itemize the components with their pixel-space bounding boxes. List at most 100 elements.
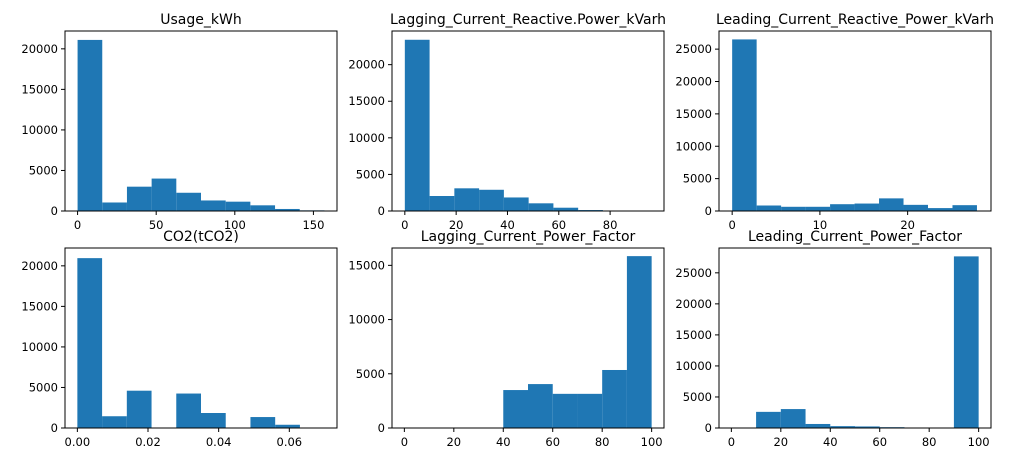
x-tick-label: 50 <box>149 218 164 232</box>
histogram-bar <box>953 256 979 428</box>
histogram-bar <box>201 200 226 211</box>
histogram-bar <box>903 204 928 211</box>
histogram-bar <box>176 192 201 211</box>
histogram-bar <box>952 205 977 211</box>
y-tick-label: 20000 <box>21 42 58 56</box>
y-tick-label: 5000 <box>356 167 385 181</box>
x-tick-label: 40 <box>823 435 838 449</box>
x-tick-label: 0 <box>401 218 408 232</box>
histogram-bar <box>780 409 806 428</box>
histogram-bar <box>552 393 578 428</box>
axes-frame <box>64 247 338 429</box>
x-tick-label: 20 <box>449 218 464 232</box>
histogram-bar <box>275 424 300 428</box>
histogram-bar <box>454 188 480 211</box>
histogram-bar <box>151 178 177 211</box>
histogram-bar <box>854 203 880 211</box>
histogram-bar <box>275 208 300 211</box>
x-tick-label: 40 <box>496 435 511 449</box>
x-tick-label: 20 <box>900 218 915 232</box>
histogram-panel: 0 20 40 60 80 0 5000 10000 15000 20000 Lagging_Cur… <box>348 12 666 232</box>
y-tick-label: 0 <box>51 204 58 218</box>
histogram-panel: 0 20 40 60 80 100 0 5000 10000 15000 20000 25000 Lea… <box>675 229 992 449</box>
x-tick-label: 20 <box>773 435 788 449</box>
y-tick-label: 5000 <box>29 380 58 394</box>
histogram-panel: 0 10 20 0 5000 10000 15000 20000 25000 Leading_Cu… <box>675 12 994 232</box>
axes-frame <box>391 247 665 429</box>
histogram-bar <box>77 39 103 211</box>
histogram-bar <box>201 413 226 428</box>
histogram-bar <box>602 369 627 428</box>
x-tick-label: 0.02 <box>135 435 161 449</box>
histogram-bar <box>225 201 251 211</box>
y-tick-label: 25000 <box>675 266 712 280</box>
y-tick-label: 15000 <box>21 299 58 313</box>
y-tick-label: 0 <box>705 204 712 218</box>
histogram-bar <box>781 206 806 211</box>
histogram-panel: 0 20 40 60 80 100 0 5000 10000 15000 Lagging_Curre… <box>348 229 665 449</box>
histogram-bar <box>503 197 529 211</box>
histogram-bar <box>528 203 554 211</box>
y-tick-label: 5000 <box>683 172 712 186</box>
histogram-bar <box>126 186 152 211</box>
histogram-bar <box>805 423 831 428</box>
y-tick-label: 15000 <box>348 94 385 108</box>
y-tick-label: 0 <box>378 421 385 435</box>
histogram-bar <box>879 198 904 211</box>
histogram-bar <box>479 189 504 211</box>
histogram-bar <box>553 207 579 211</box>
histogram-bar <box>250 205 276 211</box>
x-tick-label: 0 <box>401 435 408 449</box>
y-tick-label: 20000 <box>675 75 712 89</box>
x-tick-label: 100 <box>224 218 246 232</box>
histogram-bar <box>830 204 855 211</box>
x-tick-label: 10 <box>813 218 828 232</box>
histogram-bar <box>732 39 757 211</box>
y-tick-label: 0 <box>705 421 712 435</box>
histogram-bar <box>126 390 152 428</box>
chart-title: Leading_Current_Power_Factor <box>748 229 962 245</box>
histogram-bar <box>528 384 553 428</box>
x-tick-label: 20 <box>446 435 461 449</box>
y-tick-label: 25000 <box>675 42 712 56</box>
y-tick-label: 10000 <box>675 359 712 373</box>
histogram-bar <box>830 426 855 428</box>
y-tick-label: 10000 <box>675 139 712 153</box>
x-tick-label: 150 <box>302 218 324 232</box>
y-tick-label: 15000 <box>348 258 385 272</box>
y-tick-label: 10000 <box>21 340 58 354</box>
y-tick-label: 10000 <box>348 313 385 327</box>
y-tick-label: 0 <box>51 421 58 435</box>
chart-title: CO2(tCO2) <box>163 229 239 245</box>
x-tick-label: 60 <box>545 435 560 449</box>
histogram-panel: 0 50 100 150 0 5000 10000 15000 20000 Usage_kWh <box>21 12 338 232</box>
x-tick-label: 60 <box>872 435 887 449</box>
x-tick-label: 40 <box>500 218 515 232</box>
chart-title: Usage_kWh <box>160 12 241 28</box>
histogram-bar <box>756 411 781 428</box>
y-tick-label: 15000 <box>675 328 712 342</box>
histogram-bar <box>250 417 276 428</box>
y-tick-label: 20000 <box>21 259 58 273</box>
chart-title: Lagging_Current_Reactive.Power_kVarh <box>390 12 666 28</box>
chart-title: Leading_Current_Reactive_Power_kVarh <box>716 12 994 28</box>
histogram-bar <box>855 426 880 428</box>
histogram-bar <box>928 208 953 211</box>
y-tick-label: 20000 <box>348 58 385 72</box>
histogram-bar <box>805 206 831 211</box>
y-tick-label: 10000 <box>21 123 58 137</box>
x-tick-label: 0 <box>728 218 735 232</box>
x-tick-label: 60 <box>551 218 566 232</box>
histogram-bar <box>102 202 127 211</box>
y-tick-label: 10000 <box>348 131 385 145</box>
x-tick-label: 100 <box>641 435 663 449</box>
x-tick-label: 80 <box>603 218 618 232</box>
histogram-bar <box>404 39 430 211</box>
x-tick-label: 0 <box>74 218 81 232</box>
x-tick-label: 100 <box>968 435 990 449</box>
y-tick-label: 15000 <box>21 82 58 96</box>
histogram-panel: 0.00 0.02 0.04 0.06 0 5000 10000 15000 20000 CO2(… <box>21 229 338 449</box>
y-tick-label: 5000 <box>356 367 385 381</box>
histogram-bar <box>626 256 652 428</box>
